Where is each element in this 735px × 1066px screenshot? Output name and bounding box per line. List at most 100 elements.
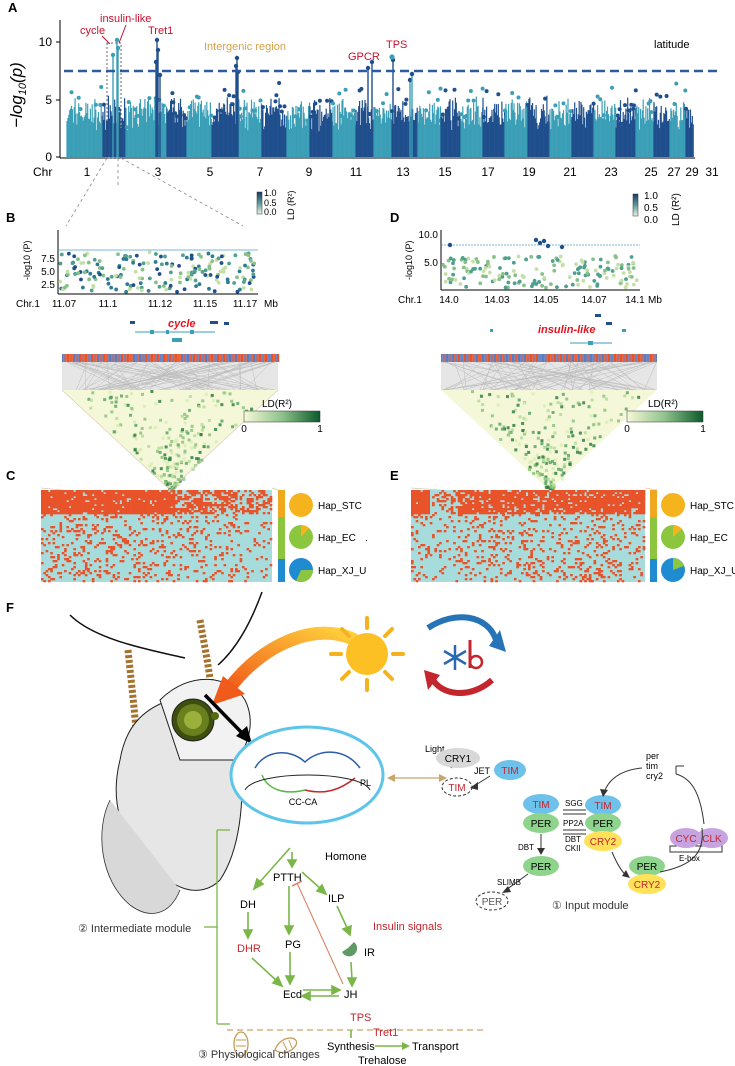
snp-marker bbox=[561, 354, 563, 362]
hap-cell bbox=[128, 492, 132, 495]
hap-cell bbox=[59, 490, 63, 493]
hap-cell bbox=[530, 500, 533, 503]
hap-cell bbox=[267, 500, 270, 503]
hap-cell bbox=[574, 536, 578, 539]
snp-marker bbox=[648, 354, 650, 362]
hap-cell bbox=[609, 562, 613, 565]
snp-point bbox=[210, 254, 215, 259]
ld-cell bbox=[131, 408, 135, 412]
snp-point bbox=[66, 251, 71, 256]
hap-cell bbox=[163, 518, 167, 521]
hap-cell bbox=[457, 554, 461, 557]
hap-cell bbox=[142, 496, 146, 499]
hap-cell bbox=[544, 510, 548, 513]
hap-cell bbox=[45, 496, 49, 499]
hap-cell bbox=[535, 512, 538, 515]
hap-cell bbox=[200, 512, 203, 515]
ld-cell bbox=[511, 428, 515, 432]
hap-cell bbox=[154, 492, 157, 495]
hap-cell bbox=[138, 556, 141, 559]
hap-cell bbox=[579, 558, 583, 561]
snp-marker bbox=[270, 354, 272, 362]
snp-marker bbox=[152, 354, 154, 362]
hap-cell bbox=[520, 506, 524, 509]
ld-cell bbox=[565, 397, 569, 401]
hap-cell bbox=[471, 526, 475, 529]
hap-cell bbox=[605, 504, 608, 507]
snp-point bbox=[141, 261, 146, 266]
ld-cell bbox=[521, 429, 525, 433]
hap-cell bbox=[193, 570, 197, 573]
hap-cell bbox=[52, 498, 56, 501]
hap-cell bbox=[50, 504, 53, 507]
hap-cell bbox=[518, 546, 522, 549]
snp-marker bbox=[607, 354, 609, 362]
manhattan-point bbox=[365, 65, 371, 71]
manhattan-points bbox=[66, 37, 694, 157]
hap-cell bbox=[464, 536, 468, 539]
hap-cell bbox=[502, 538, 505, 541]
panel-a-xticks: 1 3 5 7 9 11 13 15 17 19 21 23 25 27 29 31 bbox=[84, 165, 719, 179]
hap-cell bbox=[490, 546, 494, 549]
hap-cell bbox=[121, 498, 125, 501]
hap-cell bbox=[481, 550, 484, 553]
hap-cell bbox=[460, 514, 463, 517]
chr-label: Chr bbox=[33, 165, 52, 179]
hap-cell bbox=[269, 500, 273, 503]
hap-cell bbox=[565, 532, 569, 535]
hap-cell bbox=[591, 492, 594, 495]
hap-cell bbox=[478, 512, 482, 515]
snp-marker bbox=[105, 354, 107, 362]
hap-cell bbox=[195, 516, 199, 519]
hap-cell bbox=[460, 498, 463, 501]
hap-cell bbox=[453, 556, 456, 559]
hap-cell bbox=[525, 500, 529, 503]
ld-cell bbox=[114, 404, 118, 408]
hap-cell bbox=[54, 560, 58, 563]
hap-cell bbox=[614, 490, 618, 493]
hap-cell bbox=[518, 496, 522, 499]
hap-cell bbox=[553, 516, 557, 519]
hap-cell bbox=[138, 508, 141, 511]
ld-cell bbox=[166, 466, 170, 470]
ld-scale-large-left: LD(R²) 0 1 bbox=[241, 399, 323, 435]
hap-cell bbox=[499, 490, 503, 493]
ld-cell bbox=[207, 418, 211, 422]
snp-marker bbox=[113, 354, 115, 362]
hap-cell bbox=[523, 540, 526, 543]
hap-cell bbox=[614, 500, 618, 503]
hap-cell bbox=[73, 506, 76, 509]
snp-point bbox=[592, 278, 597, 283]
hap-cell bbox=[464, 494, 468, 497]
hap-cell bbox=[453, 500, 456, 503]
snp-point bbox=[216, 280, 221, 285]
snp-marker bbox=[531, 354, 533, 362]
xtick: 5 bbox=[207, 165, 214, 179]
ld-cell bbox=[527, 467, 531, 471]
hap-cell bbox=[574, 508, 578, 511]
hap-cell bbox=[73, 494, 76, 497]
hap-cell bbox=[464, 562, 468, 565]
snp-connector bbox=[243, 361, 272, 391]
hap-cell bbox=[89, 502, 93, 505]
snp-point bbox=[249, 287, 254, 292]
hap-cell bbox=[443, 504, 447, 507]
snp-point bbox=[237, 269, 242, 274]
ld-cell bbox=[637, 395, 641, 399]
snp-marker bbox=[189, 354, 191, 362]
hap-cell bbox=[147, 510, 150, 513]
hap-cell bbox=[439, 500, 442, 503]
ld-cell bbox=[543, 404, 547, 408]
hap-cell bbox=[103, 496, 106, 499]
ld-cell bbox=[119, 394, 123, 398]
hap-cell bbox=[235, 506, 238, 509]
hap-cell bbox=[467, 546, 470, 549]
hap-cell bbox=[495, 508, 498, 511]
snp-marker bbox=[617, 354, 619, 362]
snp-marker bbox=[107, 354, 109, 362]
hap-cell bbox=[186, 528, 190, 531]
manhattan-point bbox=[78, 106, 83, 111]
snp-marker bbox=[100, 354, 102, 362]
hap-cell bbox=[485, 568, 489, 571]
hap-cell bbox=[191, 534, 194, 537]
